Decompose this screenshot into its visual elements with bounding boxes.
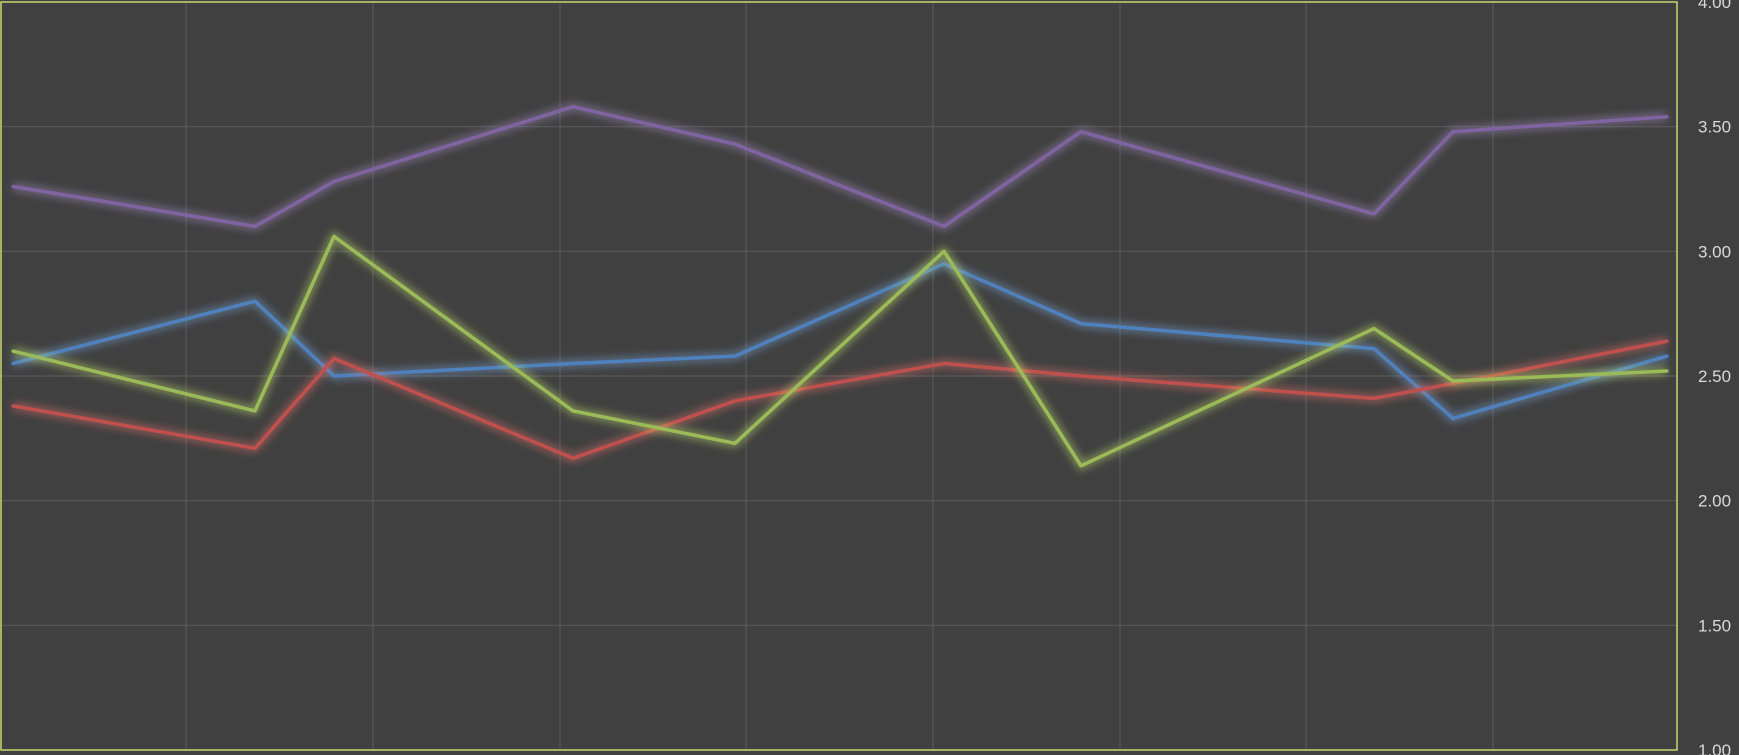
series-1-point-1 [11,184,15,189]
series-1-point-4 [571,105,575,109]
series-1-line [12,104,1668,229]
series-2-point-6 [942,262,946,266]
series-3-line [12,339,1668,461]
series-2-point-3 [332,374,336,378]
series-3-point-2 [253,446,257,450]
series-4-line [12,234,1668,468]
series-4-point-2 [253,409,257,413]
series-2-point-10 [1665,354,1669,358]
series-4-point-8 [1372,327,1376,331]
series-4-point-6 [942,249,946,253]
y-tick-label: 3.00 [1698,242,1731,261]
series-2-line [12,262,1668,421]
series-2-point-5 [733,354,737,358]
y-tick-label: 2.00 [1698,492,1731,511]
series-3-point-10 [1665,339,1669,343]
series-1-point-10 [1665,115,1669,119]
series-3-point-8 [1372,396,1376,400]
series-4-point-3 [332,234,336,238]
series-4-point-4 [571,409,575,413]
series-3-point-7 [1079,374,1083,378]
series-4-point-5 [733,441,737,445]
gridlines [1,2,1677,750]
series-3-point-1 [11,404,15,408]
y-tick-label: 1.50 [1698,616,1731,635]
series-4-point-1 [11,349,15,353]
y-axis-tick-labels: 1.00 1.50 2.00 2.50 3.00 3.50 4.00 [1698,0,1731,755]
y-tick-label: 3.50 [1698,118,1731,137]
series-4-point-9 [1451,379,1455,383]
series-3-point-5 [733,399,737,403]
y-tick-label: 2.50 [1698,367,1731,386]
series-1-point-3 [332,179,336,184]
series-2-point-2 [253,299,257,303]
y-tick-label: 1.00 [1698,741,1731,755]
series-2-point-4 [571,361,575,366]
series-3-point-4 [571,456,575,460]
series-2-point-8 [1372,347,1376,351]
series-4-glow [11,231,1668,471]
series-2-point-1 [11,361,15,366]
series-3-point-6 [942,361,946,366]
series-1-point-2 [253,224,257,228]
series-4-point-10 [1665,369,1669,373]
series-2-point-7 [1079,322,1083,326]
series-lines [11,102,1669,471]
series-4-point-7 [1079,464,1083,468]
y-tick-label: 4.00 [1698,0,1731,12]
series-3-point-3 [332,356,336,361]
series-1-point-8 [1372,212,1376,216]
series-1-point-5 [733,142,737,146]
plot-area-border [0,1,1678,751]
series-2-point-9 [1451,416,1455,420]
series-1-point-9 [1451,130,1455,134]
series-1-point-7 [1079,130,1083,134]
series-1-point-6 [942,224,946,228]
